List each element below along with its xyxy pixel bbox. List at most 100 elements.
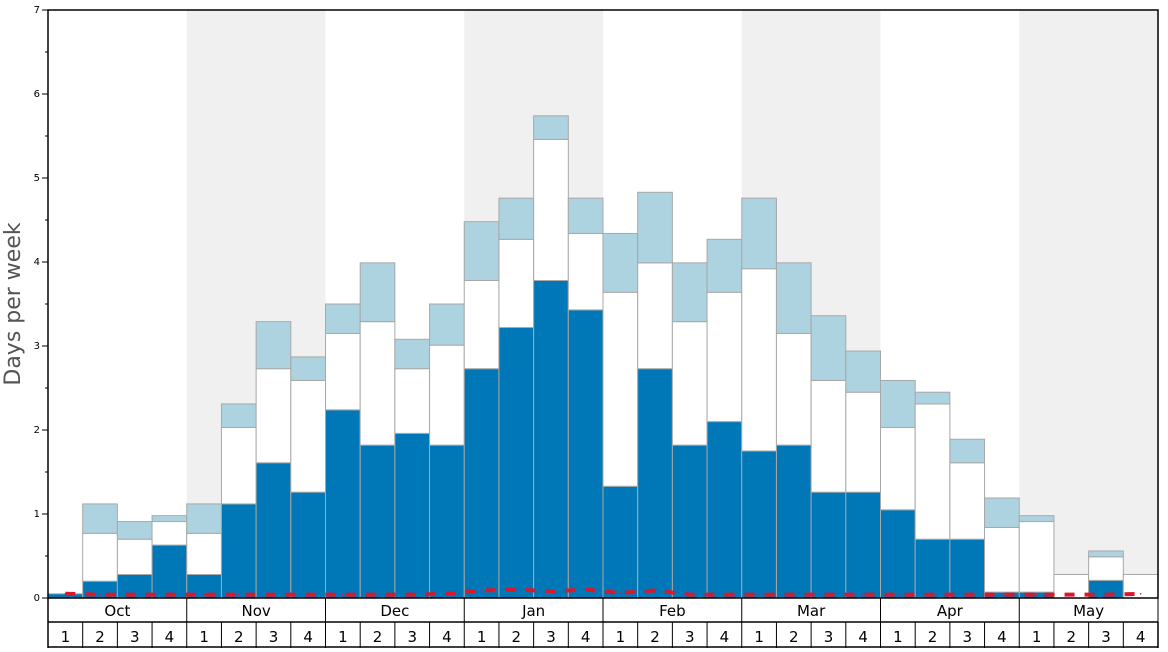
line-point-17 bbox=[619, 592, 622, 594]
week-label-18: 2 bbox=[650, 628, 660, 646]
line-point-19 bbox=[688, 593, 691, 596]
bar-segment-2-24 bbox=[845, 391, 881, 493]
bar-segment-2-28 bbox=[984, 526, 1020, 593]
y-tick-label-1: 1 bbox=[34, 509, 40, 520]
bar-segment-2-12 bbox=[429, 344, 465, 446]
month-label-may: May bbox=[1073, 602, 1104, 620]
bar-segment-3-13 bbox=[463, 221, 500, 281]
bar-segment-1-4 bbox=[151, 544, 188, 599]
line-point-12 bbox=[446, 593, 448, 595]
bar-segment-2-11 bbox=[394, 368, 431, 434]
bar-segment-1-11 bbox=[394, 432, 431, 599]
bar-segment-3-5 bbox=[186, 503, 222, 534]
bar-segment-1-26 bbox=[914, 538, 951, 599]
week-label-29: 1 bbox=[1032, 628, 1042, 646]
bar-segment-1-10 bbox=[359, 444, 396, 599]
bar-segment-2-19 bbox=[671, 321, 708, 446]
bar-segment-3-31 bbox=[1088, 550, 1124, 558]
week-label-11: 3 bbox=[407, 628, 417, 646]
bar-segment-3-14 bbox=[498, 197, 535, 240]
bar-segment-3-11 bbox=[394, 338, 431, 370]
bar-segment-3-26 bbox=[914, 391, 951, 405]
bar-segment-2-22 bbox=[775, 332, 812, 446]
bar-segment-3-27 bbox=[949, 438, 986, 464]
bar-segment-3-29 bbox=[1018, 515, 1055, 523]
week-label-13: 1 bbox=[477, 628, 487, 646]
bar-segment-3-8 bbox=[290, 356, 326, 381]
bar-segment-2-26 bbox=[914, 403, 951, 540]
bar-segment-3-2 bbox=[82, 503, 118, 534]
week-label-20: 4 bbox=[720, 628, 730, 646]
line-point-32 bbox=[1139, 593, 1142, 595]
bar-segment-3-10 bbox=[359, 262, 396, 323]
bar-segment-3-16 bbox=[567, 197, 604, 234]
bar-segment-3-20 bbox=[706, 238, 743, 293]
line-point-5 bbox=[203, 593, 205, 596]
bar-segment-3-21 bbox=[741, 197, 777, 270]
week-label-1: 1 bbox=[61, 628, 71, 646]
bar-segment-2-13 bbox=[463, 279, 500, 370]
bar-segment-3-4 bbox=[151, 515, 188, 523]
week-label-25: 1 bbox=[893, 628, 903, 646]
bar-segment-1-15 bbox=[533, 279, 569, 599]
line-point-10 bbox=[376, 593, 379, 596]
line-point-22 bbox=[792, 593, 795, 596]
bar-segment-2-29 bbox=[1018, 521, 1055, 593]
line-point-18 bbox=[654, 589, 656, 592]
y-tick-label-0: 0 bbox=[34, 593, 40, 604]
bar-segment-2-16 bbox=[567, 232, 604, 311]
month-label-dec: Dec bbox=[380, 602, 409, 620]
line-point-13 bbox=[480, 589, 483, 592]
week-label-7: 3 bbox=[269, 628, 279, 646]
week-label-23: 3 bbox=[824, 628, 834, 646]
bar-segment-1-17 bbox=[602, 485, 639, 599]
line-point-11 bbox=[411, 593, 414, 596]
bar-segment-3-28 bbox=[984, 497, 1020, 528]
bar-segment-1-20 bbox=[706, 421, 743, 599]
week-label-14: 2 bbox=[512, 628, 522, 646]
week-label-6: 2 bbox=[234, 628, 244, 646]
month-label-jan: Jan bbox=[521, 602, 545, 620]
bar-segment-2-20 bbox=[706, 291, 743, 423]
week-label-16: 4 bbox=[581, 628, 591, 646]
bar-segment-1-19 bbox=[671, 444, 708, 599]
bar-segment-1-21 bbox=[741, 450, 777, 599]
line-point-25 bbox=[897, 593, 899, 596]
line-point-16 bbox=[584, 588, 587, 591]
bar-segment-3-23 bbox=[810, 315, 847, 381]
week-label-4: 4 bbox=[165, 628, 175, 646]
y-axis-label: Days per week bbox=[1, 222, 26, 385]
bar-segment-1-23 bbox=[810, 491, 847, 599]
bar-segment-2-6 bbox=[220, 426, 257, 505]
line-point-6 bbox=[237, 593, 240, 596]
y-tick-label-2: 2 bbox=[34, 425, 40, 436]
bar-segment-2-21 bbox=[741, 268, 777, 452]
bar-segment-2-31 bbox=[1088, 556, 1124, 581]
bar-segment-2-9 bbox=[325, 332, 361, 411]
line-point-23 bbox=[827, 593, 830, 596]
line-point-30 bbox=[1070, 593, 1073, 596]
bar-segment-2-27 bbox=[949, 462, 986, 540]
line-point-14 bbox=[515, 588, 518, 591]
bar-segment-2-10 bbox=[359, 321, 396, 446]
bar-segment-3-18 bbox=[637, 191, 673, 264]
bar-segment-2-17 bbox=[602, 291, 639, 487]
week-label-22: 2 bbox=[789, 628, 799, 646]
bar-segment-3-24 bbox=[845, 350, 881, 393]
bar-segment-3-17 bbox=[602, 232, 639, 293]
week-label-12: 4 bbox=[442, 628, 452, 646]
week-label-32: 4 bbox=[1136, 628, 1146, 646]
week-label-10: 2 bbox=[373, 628, 383, 646]
line-point-26 bbox=[931, 593, 934, 596]
bar-segment-3-22 bbox=[775, 262, 812, 334]
line-point-7 bbox=[272, 593, 275, 596]
month-band-may bbox=[1019, 10, 1158, 598]
week-label-26: 2 bbox=[928, 628, 938, 646]
line-point-28 bbox=[1001, 593, 1003, 596]
bar-segment-1-6 bbox=[220, 503, 257, 599]
month-label-oct: Oct bbox=[104, 602, 130, 620]
line-point-4 bbox=[168, 593, 171, 596]
bar-segment-2-8 bbox=[290, 379, 326, 493]
